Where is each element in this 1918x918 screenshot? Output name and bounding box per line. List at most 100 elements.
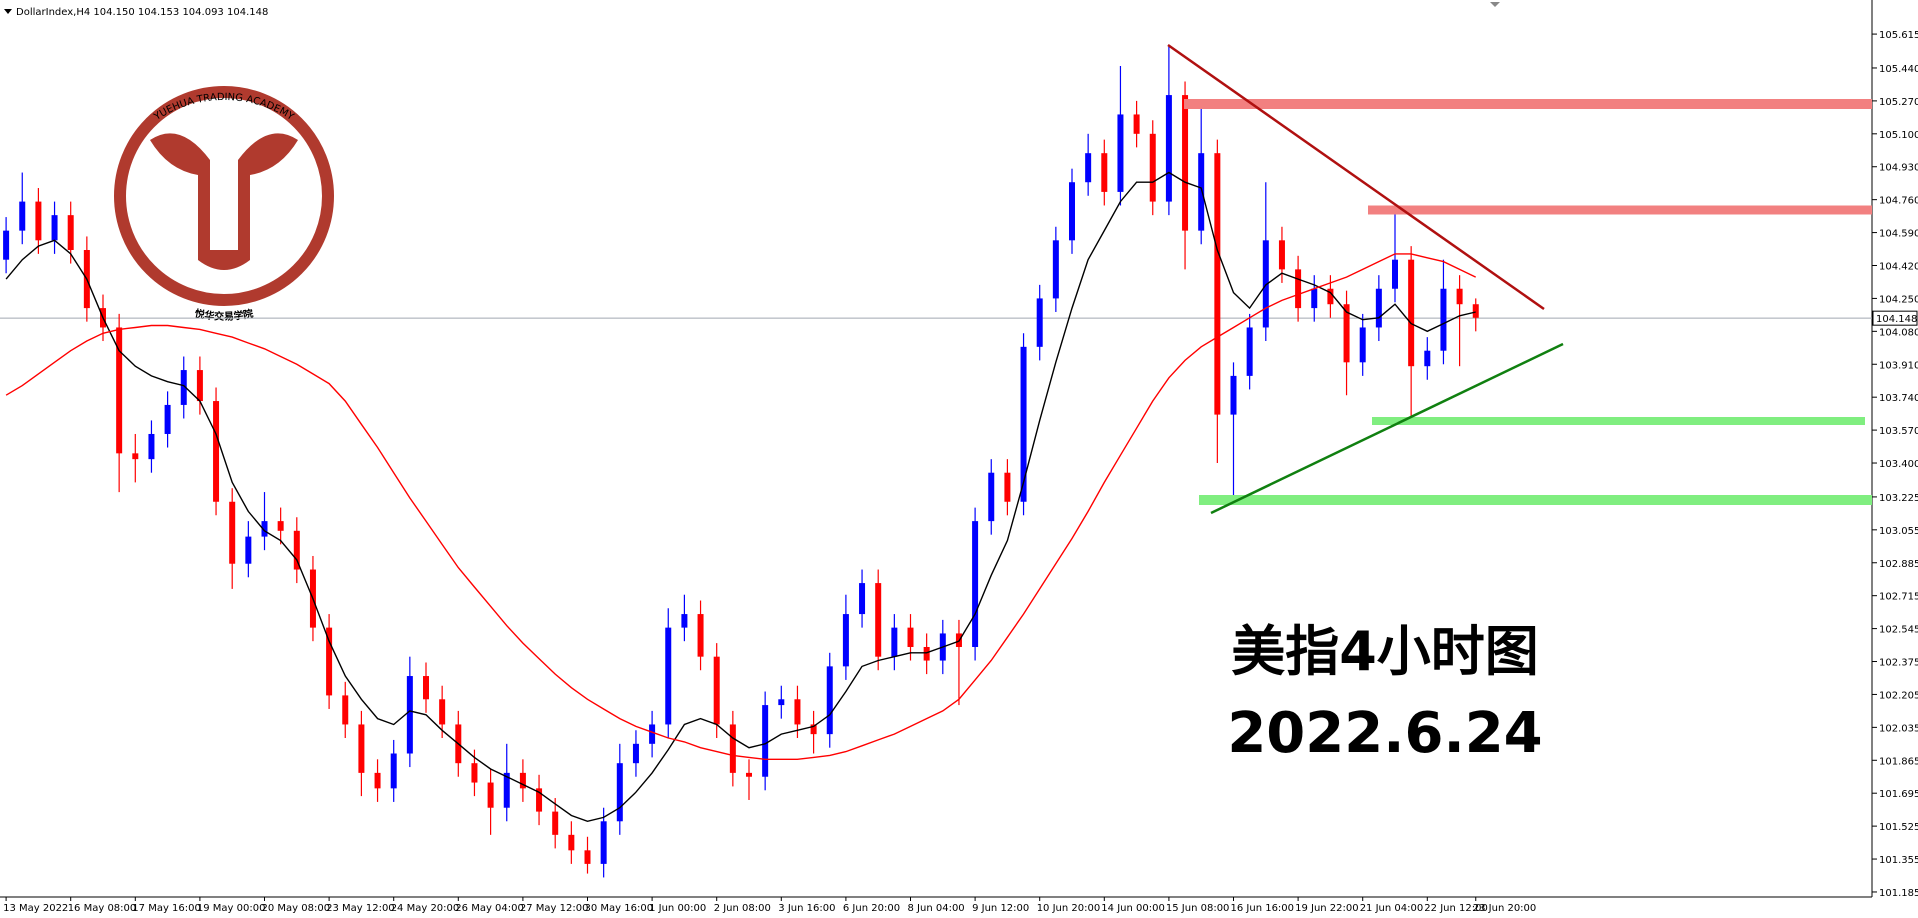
x-tick-label: 27 May 12:00 <box>520 903 589 914</box>
candle-body <box>358 724 365 773</box>
candle-body <box>213 401 220 502</box>
y-tick-label: 104.420 <box>1879 261 1918 272</box>
x-tick-label: 24 May 20:00 <box>391 903 460 914</box>
candle-body <box>1214 153 1221 415</box>
candle-body <box>3 230 10 260</box>
candle-body <box>471 763 478 783</box>
annotation-title: 美指4小时图 <box>1231 620 1539 683</box>
moving-average <box>5 171 1476 823</box>
candle-body <box>1101 153 1108 192</box>
candle-body <box>1182 95 1189 231</box>
candle-body <box>1198 153 1205 231</box>
y-tick-label: 101.355 <box>1879 855 1918 866</box>
candle-body <box>1472 304 1479 318</box>
candle-body <box>1036 298 1043 347</box>
candle-body <box>326 627 333 696</box>
candle-body <box>826 666 833 735</box>
logo-ring <box>114 86 334 306</box>
candle-body <box>245 536 252 564</box>
candle-body <box>552 811 559 835</box>
last-price-label: 104.148 <box>1876 314 1917 325</box>
x-tick-label: 3 Jun 16:00 <box>778 903 835 914</box>
candle-body <box>439 699 446 725</box>
candle-body <box>1440 288 1447 351</box>
x-tick-label: 22 Jun 12:00 <box>1424 903 1488 914</box>
candle-body <box>487 782 494 808</box>
candle-body <box>1327 288 1334 305</box>
x-tick-label: 17 May 16:00 <box>132 903 201 914</box>
scroll-marker <box>1490 2 1500 7</box>
candle-body <box>875 583 882 657</box>
candle-body <box>423 676 429 700</box>
logo-mark <box>150 133 298 270</box>
candle-body <box>681 614 688 628</box>
y-tick-label: 105.615 <box>1879 30 1918 41</box>
candle-body <box>1408 259 1415 367</box>
x-tick-label: 13 May 2022 <box>3 903 68 914</box>
x-tick-label: 14 Jun 00:00 <box>1101 903 1165 914</box>
x-tick-label: 15 Jun 08:00 <box>1166 903 1230 914</box>
candle-body <box>794 699 801 725</box>
y-tick-label: 102.715 <box>1879 592 1918 603</box>
y-tick-label: 104.930 <box>1879 163 1918 174</box>
candle-body <box>67 215 74 251</box>
candle-body <box>196 370 203 402</box>
y-tick-label: 102.375 <box>1879 658 1918 669</box>
y-tick-label: 103.740 <box>1879 393 1918 404</box>
candle-body <box>859 583 866 615</box>
x-tick-label: 19 May 00:00 <box>197 903 266 914</box>
y-tick-label: 102.545 <box>1879 625 1918 636</box>
candle-body <box>342 695 349 725</box>
y-tick-label: 103.225 <box>1879 493 1918 504</box>
plot-area <box>0 46 1872 878</box>
x-tick-label: 30 May 16:00 <box>585 903 654 914</box>
candle-body <box>616 763 623 822</box>
y-tick-label: 101.865 <box>1879 756 1918 767</box>
x-tick-label: 19 Jun 22:00 <box>1295 903 1359 914</box>
candle-body <box>406 676 413 754</box>
y-tick-label: 105.440 <box>1879 64 1918 75</box>
candle-body <box>891 627 898 657</box>
x-tick-label: 26 May 04:00 <box>455 903 524 914</box>
candle-body <box>261 521 268 537</box>
candle-body <box>1085 153 1092 183</box>
last-price-box <box>1872 310 1918 326</box>
candle-body <box>762 705 769 777</box>
candle-body <box>1165 95 1172 202</box>
y-tick-label: 104.760 <box>1879 196 1918 207</box>
candle-body <box>1311 288 1318 309</box>
candle-body <box>746 772 752 777</box>
candle-body <box>277 521 284 531</box>
candle-body <box>988 472 995 522</box>
y-tick-label: 101.525 <box>1879 822 1918 833</box>
candle-body <box>1069 182 1075 241</box>
trend-line <box>1210 342 1564 515</box>
candle-body <box>632 743 639 764</box>
menu-arrow[interactable] <box>4 9 12 14</box>
candle-body <box>729 724 736 773</box>
candle-body <box>229 501 236 564</box>
candle-body <box>51 215 58 241</box>
drawings <box>1167 43 1872 515</box>
y-tick-label: 103.570 <box>1879 426 1918 437</box>
x-tick-label: 20 May 08:00 <box>262 903 331 914</box>
y-tick-label: 105.100 <box>1879 130 1918 141</box>
y-tick-label: 102.035 <box>1879 723 1918 734</box>
candle-body <box>116 327 123 454</box>
candle-body <box>1456 288 1463 305</box>
y-tick-label: 102.205 <box>1879 690 1918 701</box>
trend-line <box>1167 43 1545 311</box>
y-tick-label: 104.250 <box>1879 294 1918 305</box>
annotation-date: 2022.6.24 <box>1227 701 1542 766</box>
candle-body <box>1004 472 1011 502</box>
x-tick-label: 16 Jun 16:00 <box>1231 903 1295 914</box>
candle-body <box>1424 350 1431 367</box>
candle-body <box>1343 304 1350 363</box>
candle-body <box>132 453 139 460</box>
x-tick-label: 6 Jun 20:00 <box>843 903 900 914</box>
candle-body <box>584 850 591 864</box>
x-tick-label: 1 Jun 00:00 <box>649 903 706 914</box>
candle-body <box>390 753 397 789</box>
x-tick-label: 23 May 12:00 <box>326 903 395 914</box>
candle-body <box>1117 114 1124 192</box>
